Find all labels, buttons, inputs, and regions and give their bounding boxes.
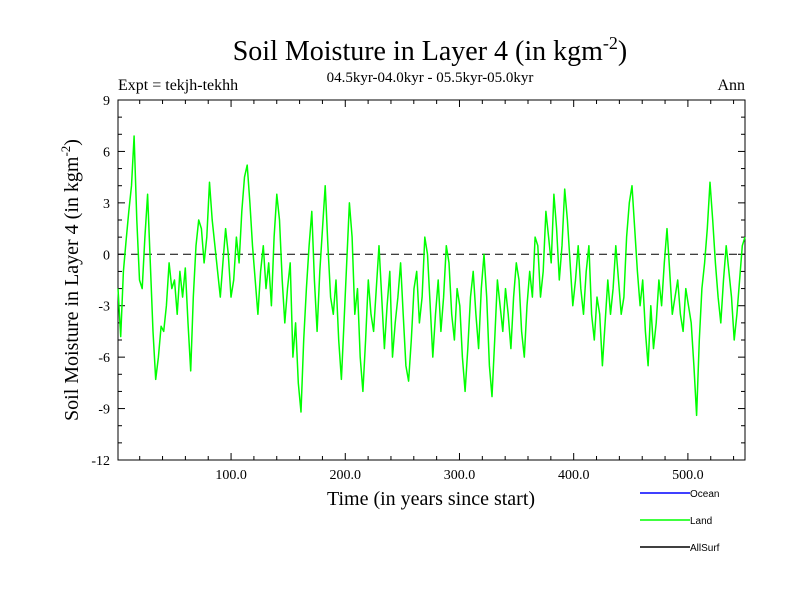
chart-title: Soil Moisture in Layer 4 (in kgm-2) [233,33,628,67]
expt-label: Expt = tekjh-tekhh [118,77,238,94]
x-tick-label: 300.0 [444,468,476,483]
legend-label: Land [690,516,712,527]
y-axis-label: Soil Moisture in Layer 4 (in kgm-2) [58,139,83,421]
y-axis-ticks: 9 6 3 0 -3 -6 -9 -12 [91,94,745,469]
y-tick-label: -9 [98,403,110,418]
y-tick-label: 3 [103,197,110,212]
x-tick-label: 100.0 [215,468,247,483]
x-tick-label: 400.0 [558,468,590,483]
x-axis-ticks: 100.0 200.0 300.0 400.0 500.0 [139,100,735,483]
y-tick-label: 6 [103,145,110,160]
x-tick-label: 500.0 [672,468,704,483]
y-tick-label: -12 [91,454,110,469]
plot-frame [117,99,746,461]
x-tick-label: 200.0 [330,468,362,483]
chart-subtitle: 04.5kyr-04.0kyr - 05.5kyr-05.0kyr [327,70,534,86]
legend-label: AllSurf [690,543,720,554]
y-tick-label: -3 [98,300,110,315]
x-axis-label: Time (in years since start) [327,488,535,510]
y-tick-label: 9 [103,94,110,109]
series-land-line [117,135,746,417]
legend-label: Ocean [690,489,719,500]
y-tick-label: 0 [103,248,110,263]
season-label: Ann [717,77,745,94]
legend: Ocean Land AllSurf [640,489,720,554]
y-tick-label: -6 [98,351,110,366]
